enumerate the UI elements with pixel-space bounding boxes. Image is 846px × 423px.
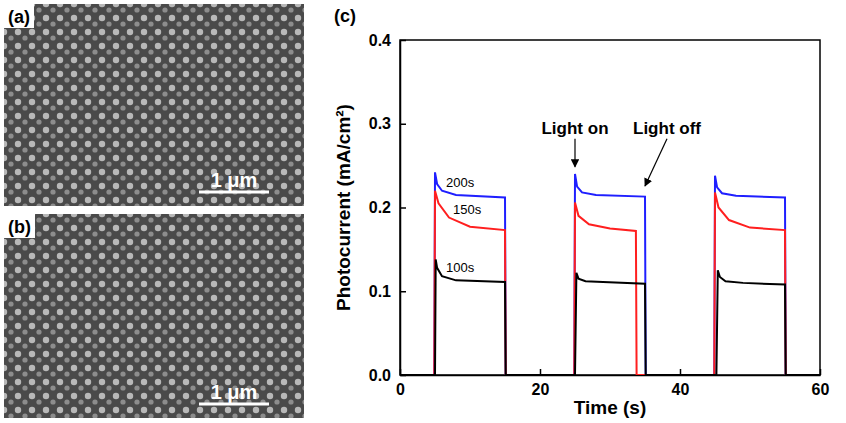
annotation-arrow (645, 139, 667, 186)
tick: 0.1 (369, 283, 406, 300)
x-axis: 0 20 40 60 (396, 369, 829, 398)
scale-bar-label: 1 μm (211, 169, 258, 191)
series-line (400, 172, 820, 375)
annotation: Light on (541, 119, 608, 138)
panel-label: (b) (8, 217, 31, 237)
panel-label-background (4, 214, 35, 238)
micrograph (4, 214, 304, 418)
tick: 60 (812, 369, 830, 398)
tick-mark (400, 207, 406, 209)
tick-label: 0 (396, 381, 405, 398)
tick-label: 0.2 (369, 199, 391, 216)
scale-bar-label: 1 μm (211, 381, 258, 403)
tick-label: 0.1 (369, 283, 391, 300)
micrograph (4, 4, 304, 206)
tick-label: 0.0 (369, 367, 391, 384)
tick-label: 0.4 (369, 32, 391, 49)
series-label: 100s (446, 260, 475, 275)
tick: 40 (672, 369, 690, 398)
micrograph-panel: (b) 1 μm (4, 214, 304, 418)
y-axis-title: Photocurrent (mA/cm²) (333, 104, 354, 311)
panel-label-background (4, 4, 34, 28)
axis-line (401, 375, 821, 377)
tick: 20 (532, 369, 550, 398)
figure: (a) 1 μm (b) 1 μm (c) 0 20 40 60 0.0 0.1 0.2 0.3 0.4 T… (0, 0, 846, 423)
tick-mark (400, 40, 406, 42)
series-line (400, 259, 820, 375)
lines (400, 172, 820, 375)
tick: 0.2 (369, 199, 406, 216)
series-label: 150s (453, 202, 482, 217)
tick-mark (400, 124, 406, 126)
x-axis-title: Time (s) (574, 397, 647, 418)
annotation: Light off (633, 119, 701, 138)
tick-label: 20 (532, 381, 550, 398)
tick: 0.0 (369, 367, 406, 384)
tick-label: 40 (672, 381, 690, 398)
tick: 0.4 (369, 32, 406, 49)
plot-frame (400, 40, 820, 375)
panel-label: (c) (334, 6, 356, 26)
tick: 0.3 (369, 115, 406, 132)
annotation-arrow (574, 139, 575, 167)
panel-label: (a) (8, 7, 30, 27)
tick-label: 60 (812, 381, 830, 398)
tick-mark (400, 291, 406, 293)
series-line (400, 191, 820, 375)
tick-label: 0.3 (369, 115, 391, 132)
series-label: 200s (446, 175, 475, 190)
y-axis: 0.0 0.1 0.2 0.3 0.4 (369, 32, 406, 384)
micrograph-panel: (a) 1 μm (4, 4, 304, 206)
